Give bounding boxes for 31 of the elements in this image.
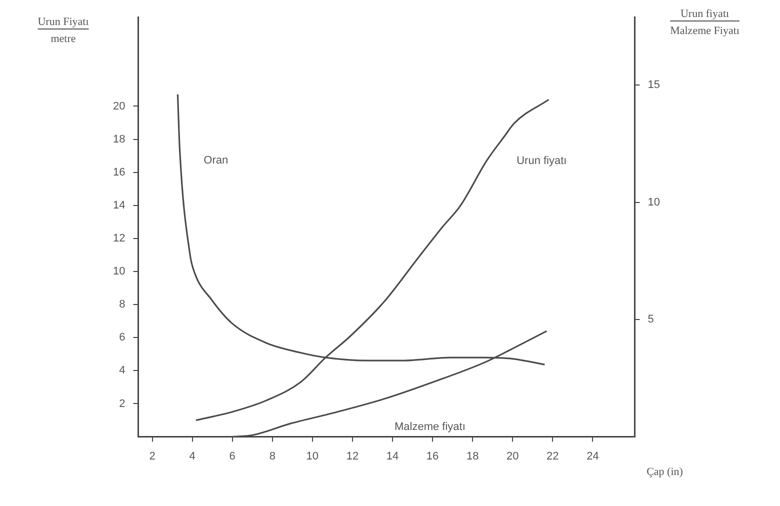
y-tick-label: 10	[112, 266, 126, 278]
y-tick-label: 16	[112, 166, 126, 178]
text: Malzeme fiyatı	[394, 420, 466, 433]
y2-tick-label: 5	[648, 314, 654, 326]
x-tick-label: 16	[426, 450, 439, 462]
x-tick-label: 22	[546, 450, 559, 462]
x-tick-label: 8	[269, 450, 276, 462]
y2-tick-label: 10	[648, 196, 660, 208]
x-tick-label: 2	[149, 450, 156, 462]
x-axis-title: Çap (in)	[646, 466, 684, 478]
y2-axis-title: Urun fiyatı Malzeme Fiyatı	[670, 8, 740, 37]
x-tick-label: 18	[466, 450, 479, 462]
x-tick-label: 10	[306, 450, 319, 462]
y-tick-label: 4	[119, 364, 126, 377]
y-axis-title: Urun Fiyatı metre	[38, 16, 89, 45]
text: Oran	[204, 154, 228, 166]
x-tick-label: 12	[346, 450, 359, 462]
y-tick-label: 2	[119, 398, 126, 410]
y-tick-label: 8	[119, 298, 126, 311]
y-tick-label: 14	[112, 199, 126, 212]
x-tick-label: 14	[386, 450, 399, 462]
series-label: Urun fiyatı	[516, 154, 567, 167]
y-tick-label: 12	[112, 232, 126, 244]
x-tick-label: 24	[586, 450, 599, 462]
y-tick-label: 20	[112, 100, 126, 112]
y-tick-label: 6	[119, 332, 126, 344]
y2-tick-label: 15	[648, 79, 660, 92]
x-tick-label: 20	[506, 450, 519, 462]
x-tick-label: 4	[189, 450, 196, 462]
y-tick-label: 18	[112, 133, 126, 146]
x-tick-label: 6	[229, 450, 236, 462]
